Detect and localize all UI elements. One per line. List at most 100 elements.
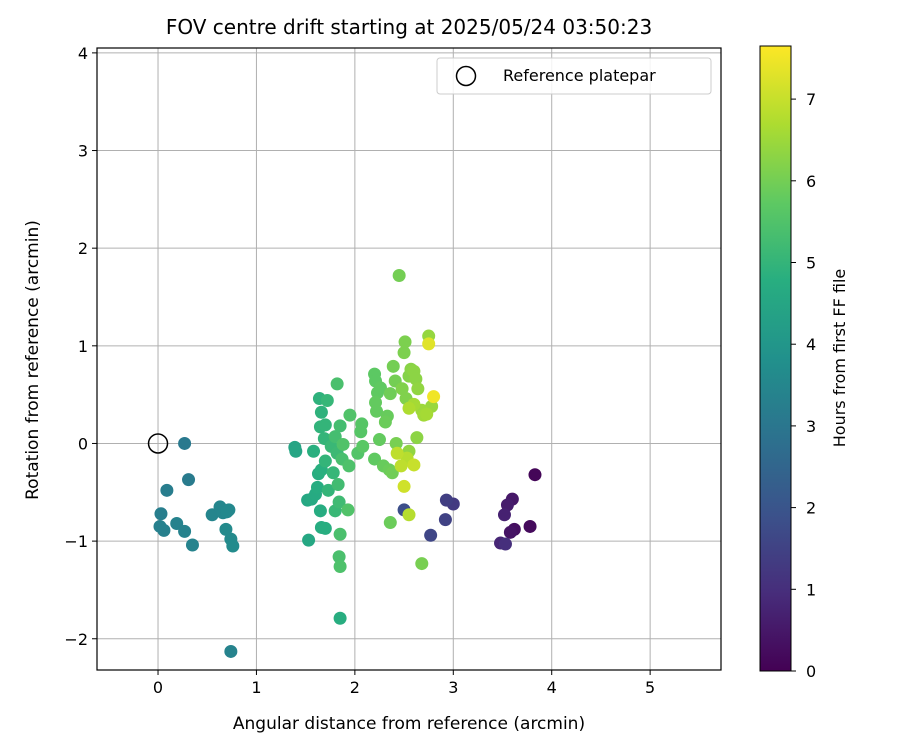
y-tick-label: 0: [78, 434, 88, 453]
colorbar-tick-label: 0: [806, 662, 816, 681]
scatter-point: [424, 528, 438, 542]
scatter-point: [321, 483, 335, 497]
scatter-point: [226, 539, 240, 553]
scatter-point: [310, 480, 324, 494]
scatter-point: [394, 459, 408, 473]
scatter-point: [373, 381, 387, 395]
scatter-point: [386, 359, 400, 373]
y-axis-label: Rotation from reference (arcmin): [23, 220, 43, 500]
scatter-point: [410, 431, 424, 445]
scatter-point: [397, 479, 411, 493]
scatter-point: [389, 436, 403, 450]
scatter-point: [383, 387, 397, 401]
scatter-point: [157, 523, 171, 537]
scatter-point: [398, 335, 412, 349]
scatter-point: [330, 377, 344, 391]
scatter-point: [342, 459, 356, 473]
scatter-point: [336, 437, 350, 451]
legend: Reference platepar: [436, 57, 712, 95]
y-tick-label: −2: [64, 630, 88, 649]
scatter-point: [333, 559, 347, 573]
scatter-point: [154, 507, 168, 521]
scatter-point: [368, 452, 382, 466]
scatter-point: [222, 503, 236, 517]
y-tick-label: 1: [78, 337, 88, 356]
scatter-point: [333, 611, 347, 625]
scatter-point: [341, 503, 355, 517]
scatter-point: [528, 468, 542, 482]
scatter-point: [182, 473, 196, 487]
colorbar-gradient: [759, 45, 792, 672]
scatter-point: [395, 382, 409, 396]
scatter-point: [392, 269, 406, 283]
scatter-point: [320, 393, 334, 407]
scatter-point: [332, 550, 346, 564]
scatter-point: [402, 508, 416, 522]
scatter-point: [370, 404, 384, 418]
y-tick-label: 2: [78, 239, 88, 258]
scatter-point: [178, 436, 192, 450]
scatter-point: [332, 495, 346, 509]
scatter-point: [343, 408, 357, 422]
scatter-point: [500, 498, 514, 512]
colorbar-tick-label: 2: [806, 499, 816, 518]
scatter-point: [420, 407, 434, 421]
colorbar-tick-label: 1: [806, 580, 816, 599]
plot-frame: [96, 47, 722, 671]
colorbar-tick-label: 5: [806, 254, 816, 273]
scatter-point: [302, 533, 316, 547]
scatter-point: [333, 527, 347, 541]
scatter-point: [497, 508, 511, 522]
colorbar-tick-label: 4: [806, 335, 816, 354]
scatter-point: [326, 466, 340, 480]
scatter-point: [503, 525, 517, 539]
chart-title: FOV centre drift starting at 2025/05/24 …: [166, 15, 652, 39]
reference-point-marker: [147, 433, 169, 454]
scatter-point: [185, 538, 199, 552]
scatter-point: [438, 513, 452, 527]
colorbar-tick-label: 7: [806, 90, 816, 109]
x-tick-label: 4: [547, 678, 557, 697]
scatter-point: [178, 524, 192, 538]
scatter-point: [397, 346, 411, 360]
scatter-point: [333, 419, 347, 433]
scatter-point: [415, 557, 429, 571]
scatter-point: [378, 415, 392, 429]
scatter-point: [318, 454, 332, 468]
y-tick-label: 3: [78, 142, 88, 161]
scatter-point: [160, 483, 174, 497]
y-tick-label: 4: [78, 44, 88, 63]
scatter-point: [331, 477, 345, 491]
colorbar-tick-label: 6: [806, 172, 816, 191]
scatter-point: [427, 390, 441, 404]
scatter-point: [372, 433, 386, 447]
scatter-point: [224, 644, 238, 658]
scatter-point: [385, 466, 399, 480]
scatter-point: [409, 372, 423, 386]
scatter-point: [498, 537, 512, 551]
x-tick-label: 0: [153, 678, 163, 697]
scatter-point: [356, 439, 370, 453]
scatter-point: [219, 522, 233, 536]
scatter-point: [383, 516, 397, 530]
scatter-point: [439, 493, 453, 507]
colorbar-tick-label: 3: [806, 417, 816, 436]
y-axis-ticks: −2 −1 0 1 2 3 4: [64, 44, 97, 649]
grid-lines: [97, 48, 721, 670]
scatter-point: [402, 401, 416, 415]
x-tick-label: 1: [251, 678, 261, 697]
y-tick-label: −1: [64, 532, 88, 551]
scatter-points: [153, 269, 542, 658]
x-tick-label: 2: [350, 678, 360, 697]
colorbar-ticks: 0 1 2 3 4 5 6 7: [791, 90, 816, 681]
scatter-point: [313, 504, 327, 518]
scatter-point: [289, 444, 303, 458]
scatter-point: [422, 337, 436, 351]
scatter-point: [318, 418, 332, 432]
legend-entry-reference: Reference platepar: [503, 66, 656, 85]
colorbar: 0 1 2 3 4 5 6 7 Hours from first FF file: [759, 45, 849, 681]
scatter-point: [407, 458, 421, 472]
scatter-point: [523, 519, 537, 533]
